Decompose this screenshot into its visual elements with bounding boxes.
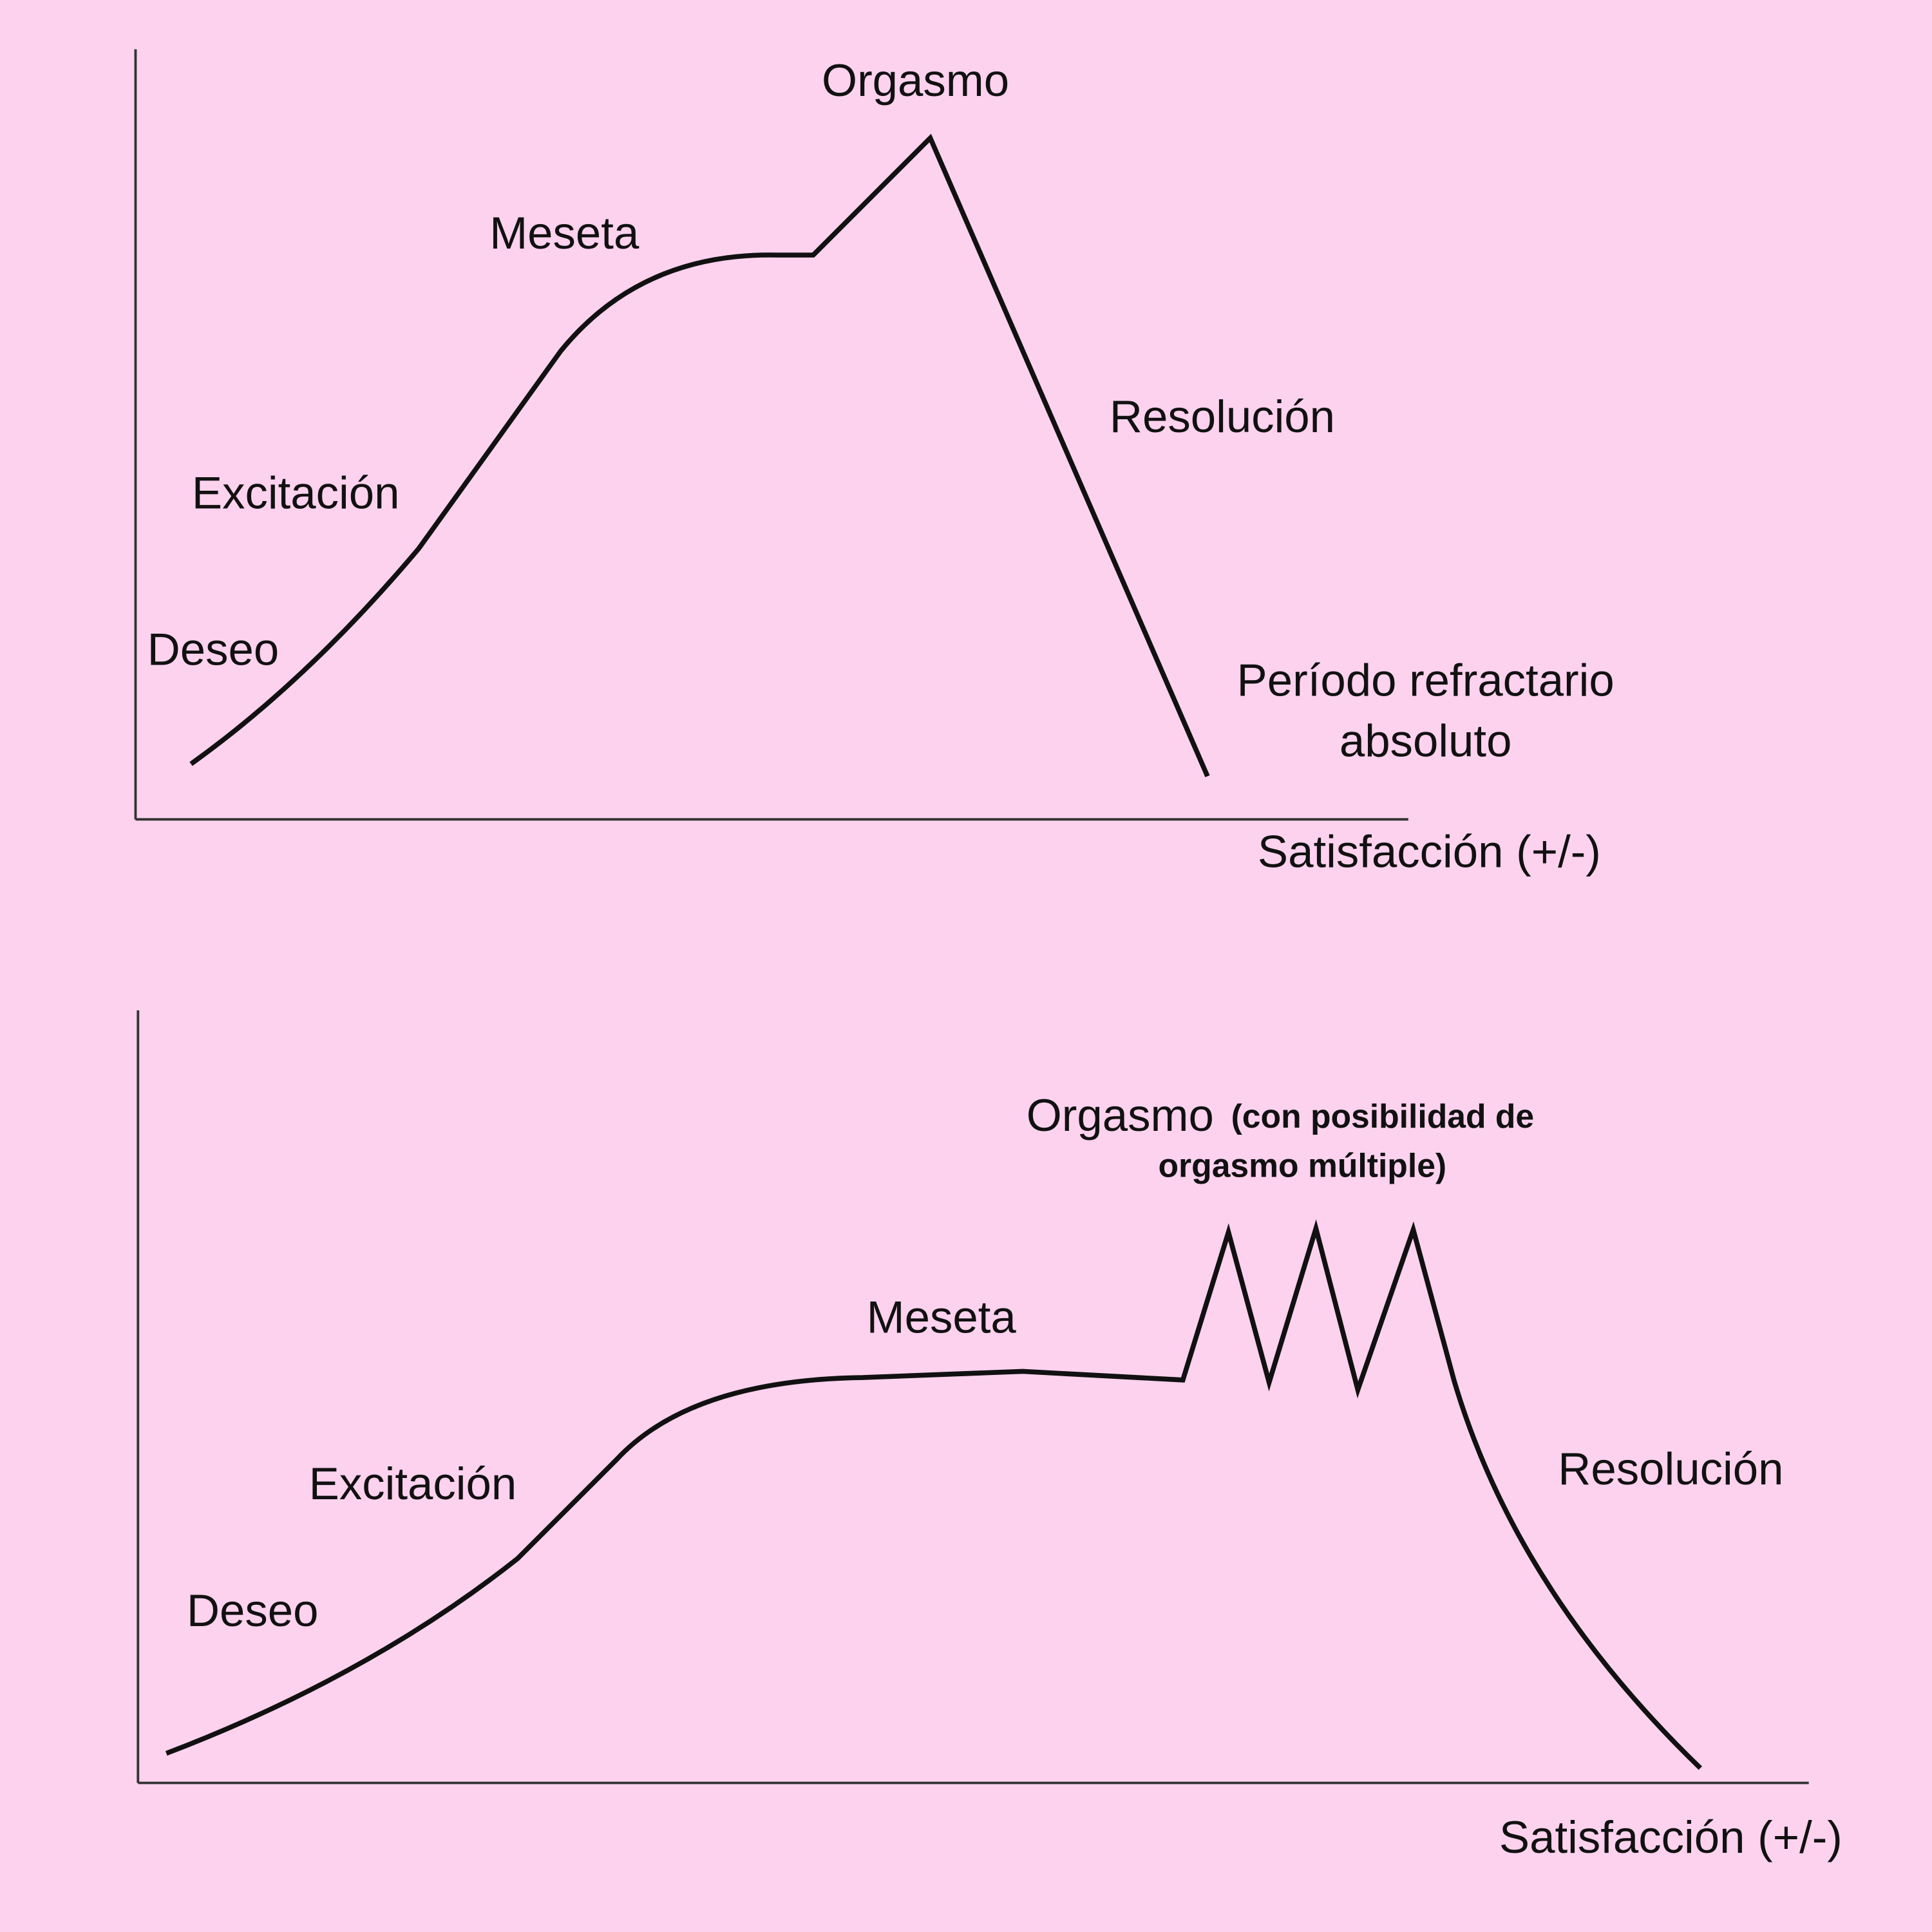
response-curve [165,1219,1702,1770]
note: (con posibilidad de [1231,1097,1535,1135]
phase-label: Deseo [187,1586,319,1636]
phase-label: Orgasmo (con posibilidad de [1027,1090,1534,1141]
phase-label: absoluto [1340,715,1512,766]
response-curve [189,133,1210,777]
phase-label: Meseta [867,1293,1017,1343]
phase-label: Meseta [489,208,639,259]
phase-label: Deseo [147,625,279,676]
diagram-top: Orgasmo Meseta Excitación Resolución Des… [134,49,1615,878]
phase-label: Excitación [309,1459,517,1510]
phase-label: Orgasmo [822,55,1009,106]
note: orgasmo múltiple) [1159,1146,1447,1184]
phase-label: Orgasmo [1027,1090,1214,1141]
phase-label: Resolución [1110,392,1335,442]
diagram-bottom: Orgasmo (con posibilidad de orgasmo múlti… [137,1010,1842,1863]
x-axis-label: Satisfacción (+/-) [1499,1812,1842,1863]
phase-label: Resolución [1558,1444,1783,1495]
phase-label: Período refractario [1237,656,1615,706]
x-axis-label: Satisfacción (+/-) [1258,827,1601,878]
phase-label: Excitación [192,468,400,519]
